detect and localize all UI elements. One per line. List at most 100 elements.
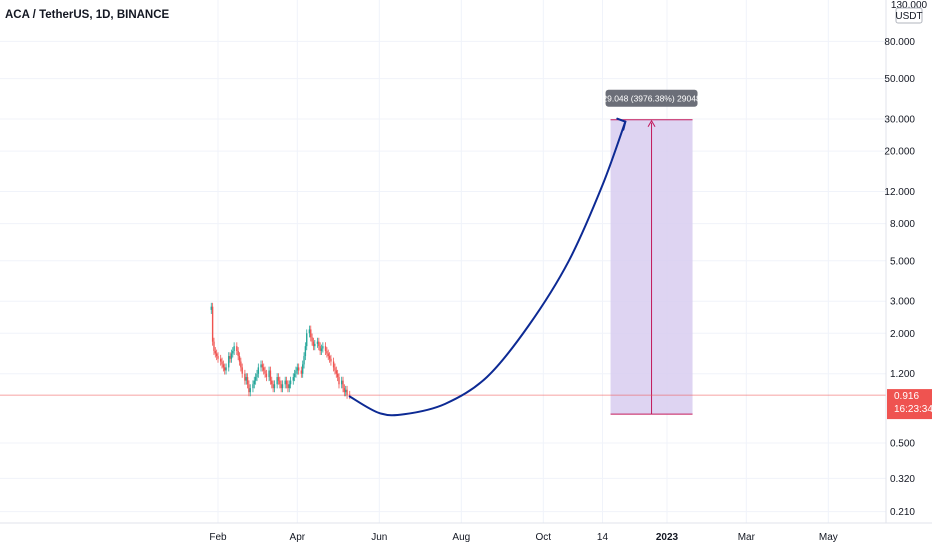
candle-body bbox=[280, 384, 282, 389]
candle-body bbox=[332, 361, 335, 368]
candle-body bbox=[269, 370, 272, 381]
projection-curve[interactable] bbox=[348, 120, 627, 417]
candle-body bbox=[326, 350, 328, 354]
price-tick-label: 30.000 bbox=[884, 115, 915, 126]
time-axis[interactable]: Feb Apr Jun Aug Oct 14 2023 Mar May bbox=[209, 532, 837, 543]
time-tick-label: Aug bbox=[452, 532, 470, 543]
measure-label: 29.048 (3976.38%) 29048 bbox=[602, 93, 701, 103]
candle-body bbox=[245, 377, 247, 381]
candle-body bbox=[213, 341, 215, 351]
price-axis[interactable]: 0.210 0.320 0.500 1.200 2.000 3.000 5.000 8.000… bbox=[884, 37, 915, 518]
candle-body bbox=[310, 329, 312, 338]
time-tick-label: Jun bbox=[371, 532, 387, 543]
candle-body bbox=[273, 384, 276, 389]
price-tick-label: 20.000 bbox=[884, 147, 915, 158]
projection-arrow-head bbox=[616, 117, 627, 131]
candle-body bbox=[211, 306, 214, 342]
measure-tool[interactable]: 29.048 (3976.38%) 29048 bbox=[602, 89, 701, 415]
candle-body bbox=[319, 346, 321, 351]
candle-body bbox=[343, 388, 346, 393]
candle-body bbox=[281, 384, 284, 389]
price-tick-label: 5.000 bbox=[890, 256, 915, 267]
projection-drawing[interactable] bbox=[348, 117, 627, 417]
candle-body bbox=[311, 337, 313, 342]
candle-body bbox=[215, 353, 218, 357]
time-tick-label: 2023 bbox=[656, 532, 679, 543]
candle-body bbox=[334, 367, 336, 371]
candle-body bbox=[241, 367, 243, 374]
candle-body bbox=[246, 377, 249, 385]
candle-body bbox=[253, 380, 255, 385]
time-tick-label: Apr bbox=[290, 532, 306, 543]
candle-body bbox=[301, 364, 304, 374]
candle-body bbox=[279, 380, 281, 385]
price-tick-label: 50.000 bbox=[884, 74, 915, 85]
time-tick-label: Feb bbox=[209, 532, 227, 543]
candle-body bbox=[322, 346, 324, 349]
candle-body bbox=[312, 341, 315, 347]
candle-body bbox=[306, 333, 308, 347]
candle-body bbox=[229, 356, 231, 359]
candle-body bbox=[248, 384, 250, 393]
last-price-tag: 0.916 16:23:34 bbox=[887, 389, 932, 420]
candle-body bbox=[268, 370, 270, 378]
price-tick-label: 1.200 bbox=[890, 369, 915, 380]
time-tick-label: Mar bbox=[738, 532, 756, 543]
candle-body bbox=[295, 370, 297, 374]
candle-body bbox=[300, 370, 303, 374]
candle-body bbox=[263, 367, 265, 371]
candle-body bbox=[264, 370, 266, 374]
candle-body bbox=[224, 367, 226, 371]
candle-body bbox=[330, 358, 332, 362]
candle-body bbox=[261, 364, 264, 368]
candle-body bbox=[328, 356, 331, 359]
candle-body bbox=[276, 377, 278, 385]
candle-body bbox=[293, 373, 296, 378]
candle-body bbox=[277, 377, 280, 381]
currency-badge[interactable] bbox=[895, 7, 923, 24]
candle-body bbox=[214, 350, 217, 354]
candle-body bbox=[308, 329, 311, 334]
candle-body bbox=[285, 380, 288, 385]
candle-body bbox=[338, 377, 340, 385]
candle-body bbox=[342, 380, 344, 389]
candle-body bbox=[292, 377, 294, 381]
candle-body bbox=[233, 346, 235, 351]
candle-body bbox=[304, 346, 307, 357]
candle-body bbox=[303, 356, 305, 365]
price-tick-label: 0.210 bbox=[890, 507, 915, 518]
candle-body bbox=[335, 370, 337, 374]
candle-body bbox=[324, 346, 327, 351]
measure-arrow-head bbox=[647, 119, 656, 128]
currency-label: USDT bbox=[895, 11, 922, 22]
candle-body bbox=[230, 353, 233, 359]
candle-body bbox=[296, 367, 299, 371]
candle-body bbox=[340, 380, 343, 385]
price-tick-label: 80.000 bbox=[884, 37, 915, 48]
candle-body bbox=[271, 380, 273, 385]
candle-body bbox=[284, 380, 286, 385]
candle-body bbox=[217, 356, 219, 359]
candle-body bbox=[265, 373, 268, 378]
grid-lines bbox=[0, 40, 886, 513]
candle-body bbox=[316, 341, 319, 344]
candle-body bbox=[287, 384, 289, 389]
candle-body bbox=[256, 373, 258, 378]
candle-body bbox=[228, 356, 230, 368]
candle-body bbox=[237, 350, 239, 357]
time-tick-label: May bbox=[819, 532, 838, 543]
price-tick-label: 0.320 bbox=[890, 474, 915, 485]
candle-body bbox=[288, 384, 290, 389]
measure-label-background bbox=[605, 89, 698, 107]
candle-body bbox=[327, 353, 329, 357]
candle-body bbox=[221, 361, 223, 365]
candle-body bbox=[225, 367, 227, 371]
candle-body bbox=[345, 389, 347, 393]
candle-body bbox=[349, 394, 351, 396]
price-axis-top-label: 130.000 bbox=[891, 0, 928, 11]
candle-body bbox=[320, 348, 323, 351]
time-tick-label: 14 bbox=[597, 532, 609, 543]
chart-title: ACA / TetherUS, 1D, BINANCE bbox=[5, 9, 170, 21]
candle-body bbox=[297, 367, 300, 371]
